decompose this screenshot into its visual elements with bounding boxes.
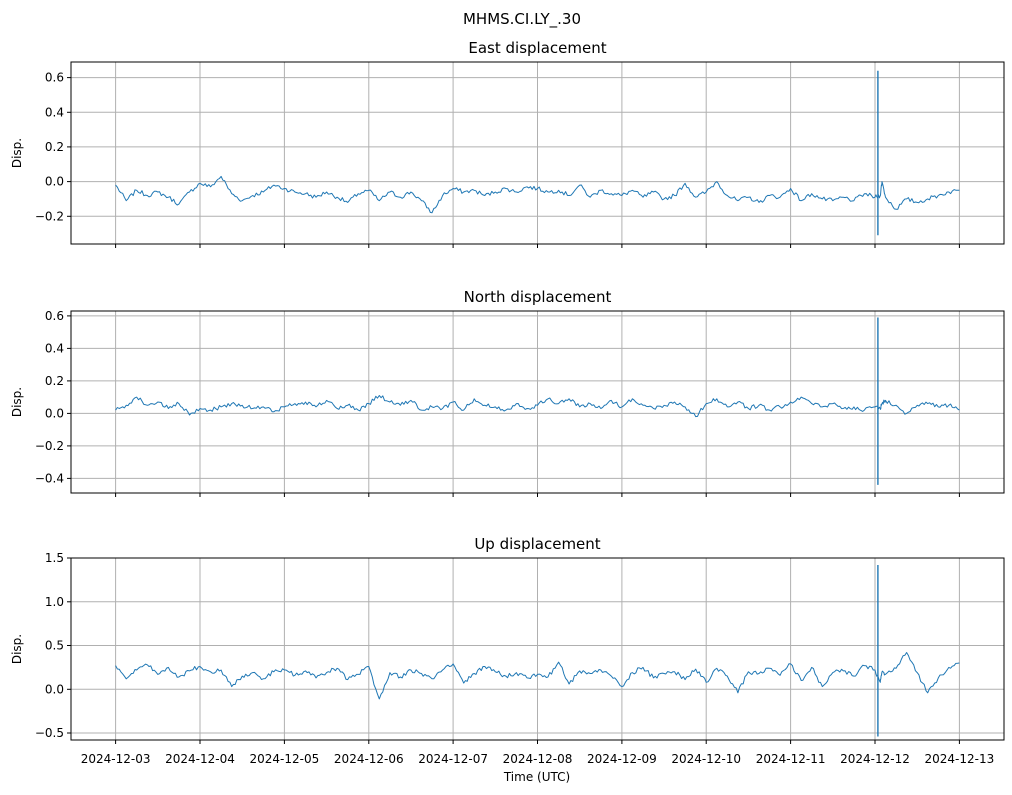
y-axis-label: Disp. — [10, 387, 24, 417]
y-tick-label: 0.0 — [45, 175, 64, 189]
y-axis-label: Disp. — [10, 138, 24, 168]
x-axis-label: Time (UTC) — [503, 770, 570, 784]
displacement-trace — [115, 395, 960, 418]
subplot-2: −0.5 0.0 0.5 1.0 1.5 2024-12-03 2024-12-04 2024… — [10, 535, 1005, 766]
y-tick-label: 0.5 — [45, 639, 64, 653]
x-tick-label: 2024-12-06 — [334, 752, 404, 766]
y-tick-label: −0.2 — [35, 439, 64, 453]
x-tick-label: 2024-12-08 — [503, 752, 573, 766]
subplot-1: −0.4 −0.2 0.0 0.2 0.4 0.6 North displacement Di… — [10, 288, 1005, 497]
y-tick-label: 0.6 — [45, 309, 64, 323]
displacement-trace — [115, 652, 960, 700]
figure-suptitle: MHMS.CI.LY_.30 — [463, 10, 581, 29]
y-tick-label: 1.0 — [45, 595, 64, 609]
subplot-title: Up displacement — [474, 535, 600, 553]
x-tick-label: 2024-12-11 — [756, 752, 826, 766]
x-tick-label: 2024-12-12 — [840, 752, 910, 766]
y-tick-label: 0.0 — [45, 682, 64, 696]
x-tick-label: 2024-12-03 — [81, 752, 151, 766]
x-tick-label: 2024-12-04 — [165, 752, 235, 766]
y-tick-label: −0.5 — [35, 726, 64, 740]
x-tick-label: 2024-12-07 — [418, 752, 488, 766]
y-tick-label: 0.2 — [45, 140, 64, 154]
subplot-0: −0.2 0.0 0.2 0.4 0.6 East displacement Disp. — [10, 39, 1005, 248]
y-axis-label: Disp. — [10, 634, 24, 664]
y-tick-label: −0.4 — [35, 471, 64, 485]
y-tick-label: 0.2 — [45, 374, 64, 388]
y-tick-label: 0.4 — [45, 105, 64, 119]
displacement-trace — [115, 175, 960, 214]
subplot-title: East displacement — [468, 39, 606, 57]
x-tick-label: 2024-12-05 — [250, 752, 320, 766]
subplot-title: North displacement — [464, 288, 612, 306]
x-tick-label: 2024-12-13 — [925, 752, 995, 766]
x-tick-label: 2024-12-09 — [587, 752, 657, 766]
y-tick-label: 1.5 — [45, 551, 64, 565]
y-tick-label: −0.2 — [35, 209, 64, 223]
y-tick-label: 0.0 — [45, 406, 64, 420]
y-tick-label: 0.4 — [45, 341, 64, 355]
x-tick-label: 2024-12-10 — [671, 752, 741, 766]
y-tick-label: 0.6 — [45, 71, 64, 85]
